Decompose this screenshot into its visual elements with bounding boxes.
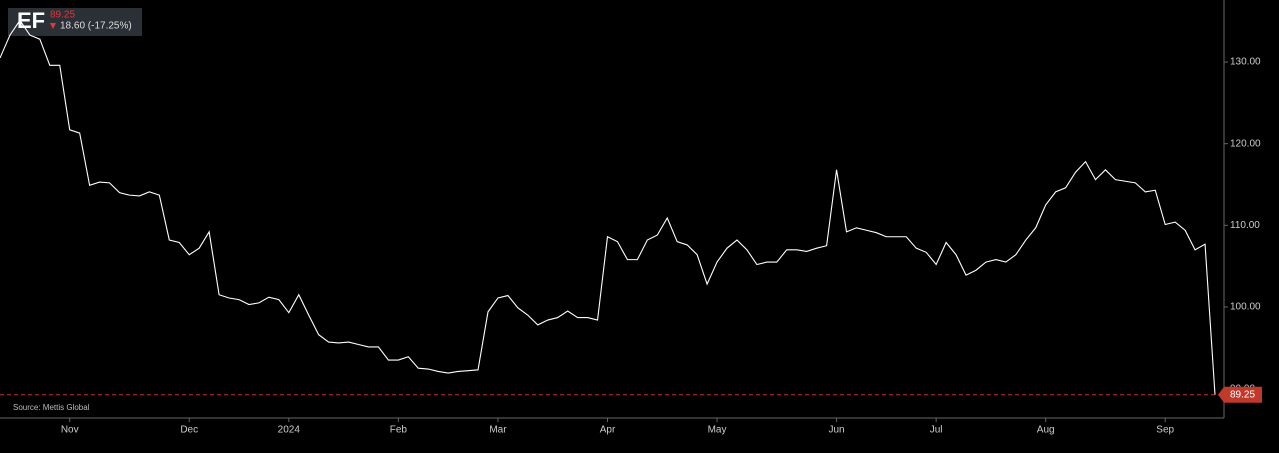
x-tick-label: Nov — [61, 425, 79, 436]
last-price-label: 89.25 — [1230, 389, 1255, 400]
x-tick-label: Apr — [600, 425, 616, 436]
x-tick-label: Dec — [180, 425, 198, 436]
x-tick-label: Jun — [828, 425, 844, 436]
y-tick-label: 110.00 — [1230, 220, 1260, 231]
x-tick-label: Jul — [930, 425, 943, 436]
x-tick-label: Feb — [390, 425, 408, 436]
price-line — [0, 19, 1216, 395]
x-tick-label: Sep — [1156, 425, 1174, 436]
x-tick-label: Aug — [1037, 425, 1055, 436]
last-price-badge — [1218, 386, 1262, 403]
y-tick-label: 120.00 — [1230, 138, 1261, 149]
price: 89.25 — [50, 10, 75, 21]
y-tick-label: 100.00 — [1230, 302, 1261, 313]
y-tick-label: 130.00 — [1230, 57, 1261, 68]
source: Source: Mettis Global — [13, 403, 90, 412]
change: 18.60 (-17.25%) — [60, 21, 132, 32]
down-arrow — [50, 23, 56, 29]
ticker: EF — [17, 8, 45, 33]
x-tick-label: 2024 — [278, 425, 301, 436]
x-tick-label: May — [708, 425, 727, 436]
ticker-box — [8, 8, 142, 36]
x-tick-label: Mar — [489, 425, 507, 436]
